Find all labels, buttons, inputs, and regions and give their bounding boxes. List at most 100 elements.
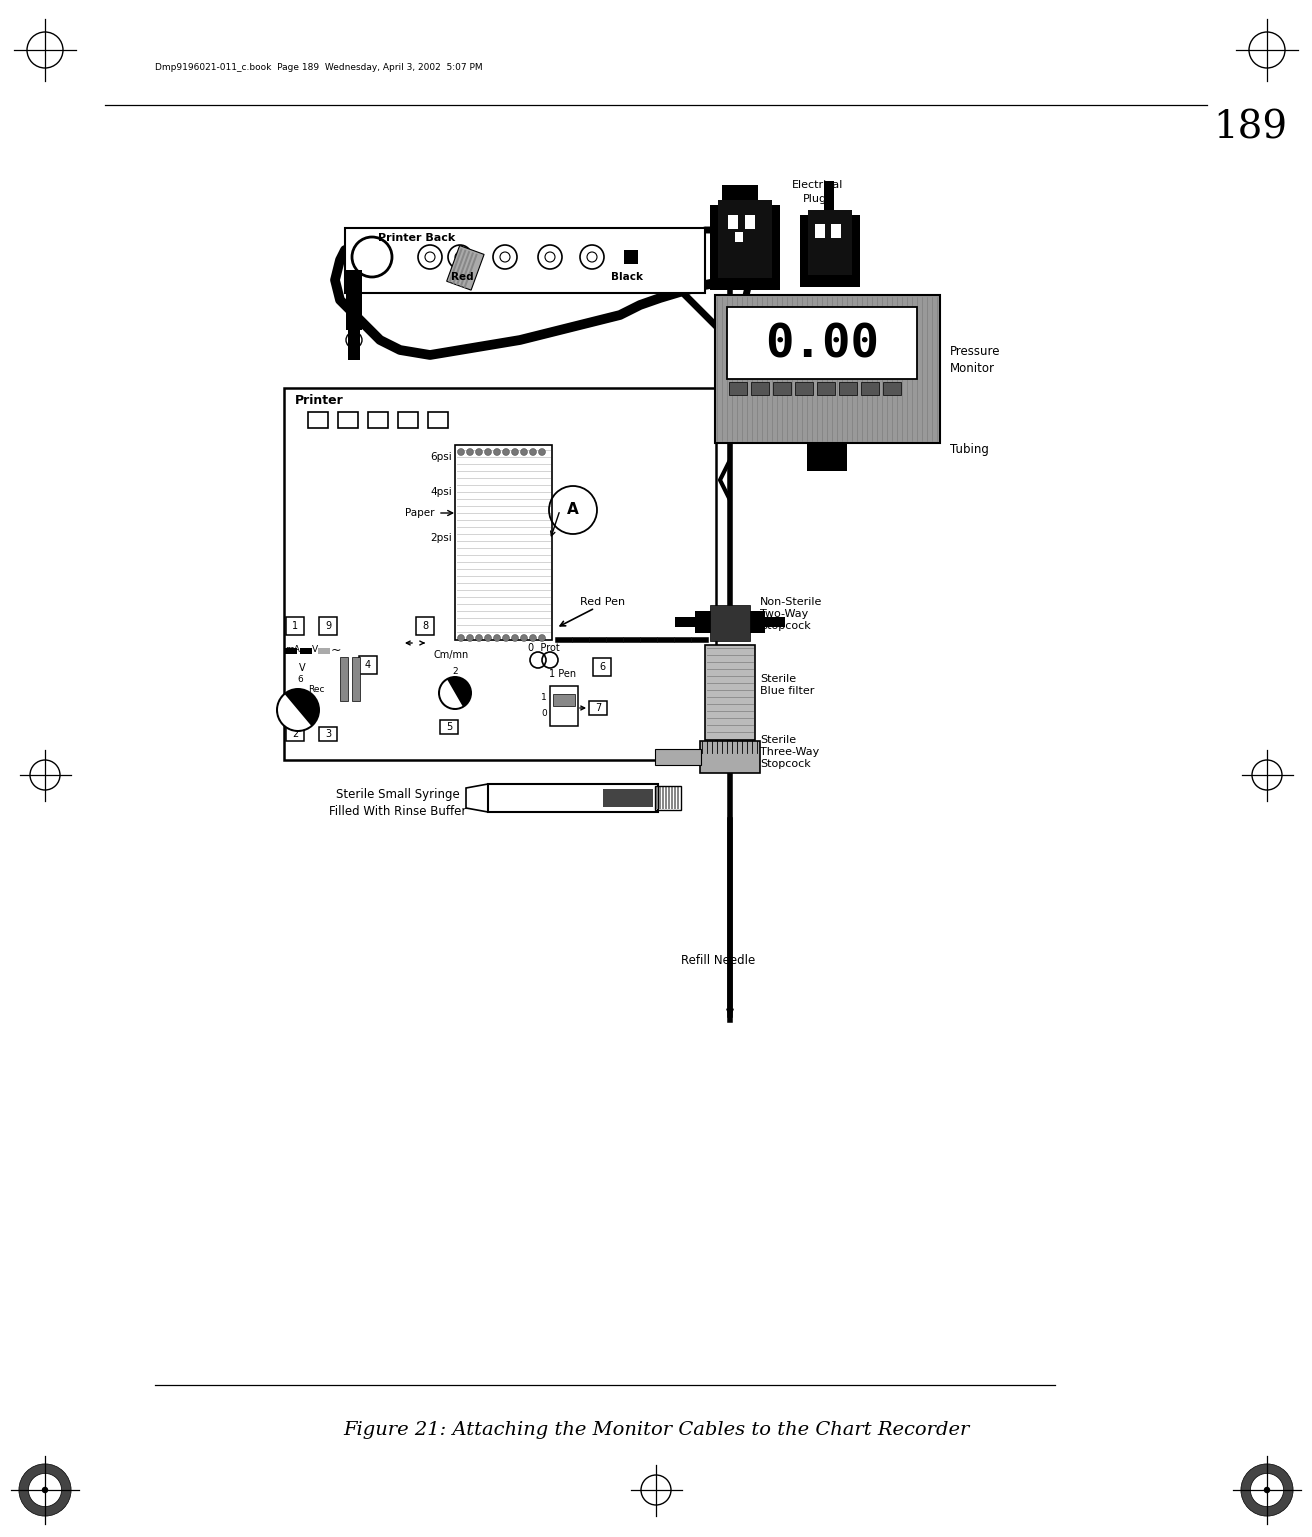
Text: 6: 6: [600, 662, 605, 672]
Bar: [824, 181, 834, 214]
Bar: [359, 656, 377, 675]
Circle shape: [502, 635, 509, 641]
Circle shape: [475, 449, 483, 455]
Circle shape: [29, 1474, 62, 1506]
Text: V: V: [312, 646, 318, 655]
Bar: [655, 785, 681, 810]
Circle shape: [438, 676, 472, 710]
Bar: [319, 727, 337, 741]
Text: Sterile Small Syringe
Filled With Rinse Buffer: Sterile Small Syringe Filled With Rinse …: [329, 788, 467, 818]
Wedge shape: [278, 695, 311, 730]
Circle shape: [276, 689, 320, 732]
Text: Electrical
Plugs: Electrical Plugs: [792, 180, 844, 203]
Circle shape: [521, 449, 527, 455]
Circle shape: [538, 635, 546, 641]
Bar: [398, 412, 419, 427]
Bar: [552, 695, 575, 705]
Bar: [286, 616, 304, 635]
Text: Tubing: Tubing: [950, 444, 989, 456]
Circle shape: [530, 449, 537, 455]
Bar: [285, 649, 297, 655]
Circle shape: [458, 635, 464, 641]
Text: ~: ~: [331, 644, 341, 656]
Circle shape: [458, 449, 464, 455]
Bar: [750, 383, 769, 395]
Circle shape: [467, 635, 474, 641]
Bar: [765, 616, 785, 627]
Bar: [838, 383, 857, 395]
Bar: [352, 656, 359, 701]
Bar: [345, 227, 705, 294]
Text: Sterile
Three-Way
Stopcock: Sterile Three-Way Stopcock: [760, 735, 819, 770]
Text: mA: mA: [286, 646, 300, 655]
Bar: [718, 200, 771, 278]
Circle shape: [493, 635, 500, 641]
Bar: [795, 383, 813, 395]
Circle shape: [467, 449, 474, 455]
Bar: [745, 215, 754, 229]
Bar: [659, 787, 661, 808]
Bar: [710, 606, 750, 641]
Bar: [808, 211, 851, 275]
Text: Pressure
Transducer: Pressure Transducer: [621, 481, 681, 504]
Text: Dmp9196021-011_c.book  Page 189  Wednesday, April 3, 2002  5:07 PM: Dmp9196021-011_c.book Page 189 Wednesday…: [155, 63, 483, 72]
Circle shape: [42, 1486, 49, 1494]
Bar: [701, 741, 760, 773]
Bar: [656, 787, 659, 808]
Bar: [318, 649, 331, 655]
Bar: [800, 215, 859, 287]
Bar: [453, 249, 467, 284]
Circle shape: [1241, 1463, 1294, 1515]
Bar: [308, 412, 328, 427]
Bar: [727, 307, 917, 380]
Bar: [817, 383, 834, 395]
Bar: [861, 383, 879, 395]
Bar: [455, 446, 552, 639]
Text: A: A: [567, 503, 579, 518]
Text: 1: 1: [293, 621, 298, 632]
Bar: [459, 252, 474, 287]
Circle shape: [18, 1463, 71, 1515]
Text: 9: 9: [325, 621, 331, 632]
Bar: [715, 295, 939, 443]
Bar: [346, 271, 362, 330]
Text: Pressure
Monitor: Pressure Monitor: [950, 344, 1001, 375]
Circle shape: [484, 635, 492, 641]
Bar: [300, 649, 312, 655]
Wedge shape: [440, 679, 463, 709]
Text: Printer: Printer: [295, 393, 344, 406]
Bar: [815, 224, 825, 238]
Bar: [665, 787, 666, 808]
Circle shape: [475, 635, 483, 641]
Text: 1 Pen: 1 Pen: [550, 669, 576, 679]
Text: Paper: Paper: [405, 509, 436, 518]
Bar: [830, 224, 841, 238]
Bar: [663, 787, 664, 808]
Text: 4psi: 4psi: [430, 487, 453, 496]
Circle shape: [538, 449, 546, 455]
Bar: [807, 443, 848, 470]
Text: 6psi: 6psi: [430, 452, 453, 463]
Text: Cm/mn: Cm/mn: [433, 650, 468, 659]
Text: Red: Red: [451, 272, 474, 281]
Bar: [283, 387, 716, 759]
Bar: [735, 232, 743, 241]
Bar: [319, 616, 337, 635]
Text: Figure 21: Attaching the Monitor Cables to the Chart Recorder: Figure 21: Attaching the Monitor Cables …: [342, 1422, 970, 1439]
Text: 2: 2: [453, 667, 458, 676]
Bar: [695, 612, 765, 633]
Bar: [677, 787, 680, 808]
Bar: [705, 646, 754, 739]
Text: 4: 4: [365, 659, 371, 670]
Circle shape: [512, 449, 518, 455]
Bar: [338, 412, 358, 427]
Circle shape: [502, 449, 509, 455]
Bar: [773, 383, 791, 395]
Circle shape: [530, 635, 537, 641]
Bar: [340, 656, 348, 701]
Text: Sterile
Blue filter: Sterile Blue filter: [760, 673, 815, 696]
Bar: [710, 204, 781, 290]
Bar: [428, 412, 447, 427]
Bar: [625, 251, 638, 264]
Text: 3: 3: [325, 729, 331, 739]
